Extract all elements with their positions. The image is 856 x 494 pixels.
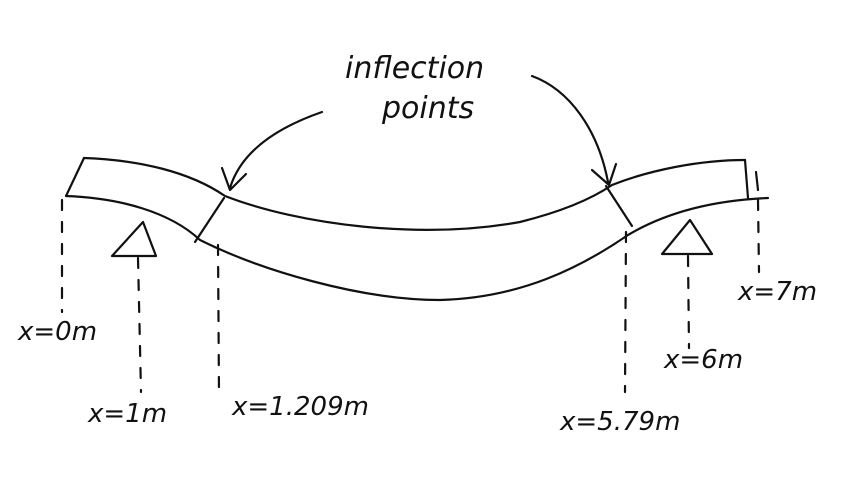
support-right-triangle <box>662 220 712 254</box>
label-x-inflection-1: x=1.209m <box>231 392 369 422</box>
beam-left-end <box>66 158 84 196</box>
label-x6: x=6m <box>663 345 743 375</box>
annotation-line-1: inflection <box>345 51 484 86</box>
label-x0: x=0m <box>17 317 97 347</box>
beam-bottom-edge <box>66 196 768 300</box>
dash-x6 <box>688 256 689 348</box>
annotation-line-2: points <box>381 91 474 126</box>
dash-x579 <box>625 232 626 392</box>
label-x-inflection-2: x=5.79m <box>559 407 680 437</box>
beam-right-end-mark <box>756 172 758 190</box>
label-x1: x=1m <box>87 399 167 429</box>
inflection-line-left <box>195 198 224 242</box>
beam-top-edge <box>84 158 745 230</box>
dash-x1 <box>138 258 141 392</box>
dash-x1209 <box>218 245 219 395</box>
inflection-line-right <box>606 186 632 226</box>
beam-right-end <box>745 160 748 198</box>
label-x7: x=7m <box>737 277 817 307</box>
support-left-triangle <box>112 222 156 256</box>
right-arrow <box>532 76 608 182</box>
dash-x7 <box>758 200 759 272</box>
